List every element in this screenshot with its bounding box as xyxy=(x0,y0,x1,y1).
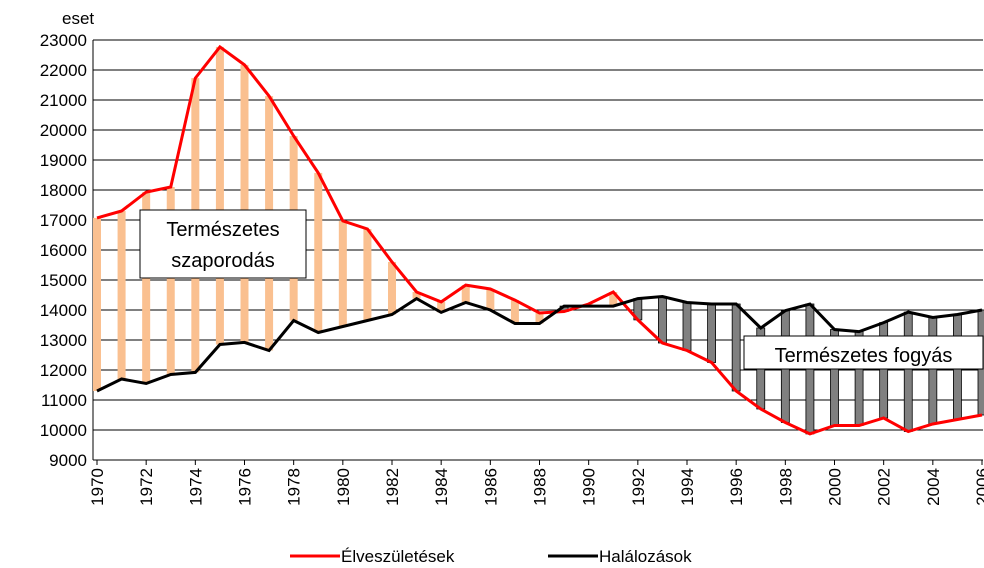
difference-bar xyxy=(731,303,741,392)
x-tick-label: 1994 xyxy=(678,468,697,506)
difference-bar xyxy=(903,311,913,432)
annotation-text: Természetes xyxy=(166,219,279,241)
y-tick-label: 22000 xyxy=(40,61,87,80)
x-tick-label: 2004 xyxy=(924,468,943,506)
difference-bar xyxy=(461,285,470,303)
x-tick-label: 1996 xyxy=(727,468,746,506)
legend-label: Halálozások xyxy=(599,547,692,566)
difference-bar xyxy=(93,217,101,391)
x-tick-label: 2006 xyxy=(973,468,984,506)
x-tick-label: 1992 xyxy=(629,468,648,506)
y-tick-label: 18000 xyxy=(40,181,87,200)
x-tick-label: 1986 xyxy=(481,468,500,506)
difference-bar xyxy=(658,296,667,344)
x-tick-label: 1970 xyxy=(88,468,107,506)
x-tick-label: 1974 xyxy=(186,468,205,506)
x-tick-label: 2002 xyxy=(875,468,894,506)
y-tick-label: 17000 xyxy=(40,211,87,230)
difference-bar xyxy=(510,300,519,324)
x-tick-label: 1978 xyxy=(285,468,304,506)
y-tick-label: 23000 xyxy=(40,31,87,50)
x-tick-label: 1998 xyxy=(776,468,795,506)
annotation-box xyxy=(139,209,307,279)
difference-bar xyxy=(338,220,347,327)
x-tick-label: 1984 xyxy=(432,468,451,506)
difference-bar xyxy=(166,187,175,375)
x-tick-label: 1988 xyxy=(531,468,550,506)
series-line xyxy=(96,44,983,436)
legend-label: Élveszületések xyxy=(341,547,455,566)
difference-bar xyxy=(142,192,151,384)
difference-bar xyxy=(117,211,126,379)
y-tick-label: 19000 xyxy=(40,151,87,170)
y-tick-label: 14000 xyxy=(40,301,87,320)
annotation-text: szaporodás xyxy=(171,250,274,272)
y-tick-label: 9000 xyxy=(49,451,87,470)
difference-bar xyxy=(682,302,692,351)
y-tick-label: 15000 xyxy=(40,271,87,290)
difference-bar xyxy=(314,172,323,333)
difference-bar xyxy=(215,46,224,345)
y-tick-label: 10000 xyxy=(40,421,87,440)
series-line xyxy=(96,294,983,393)
difference-bar xyxy=(535,313,544,324)
x-tick-label: 1972 xyxy=(137,468,156,506)
difference-bar xyxy=(363,229,372,321)
difference-bar xyxy=(388,262,396,315)
x-tick-label: 1982 xyxy=(383,468,402,506)
difference-bar xyxy=(240,64,249,343)
annotation-text: Természetes fogyás xyxy=(775,345,953,367)
y-tick-label: 13000 xyxy=(40,331,87,350)
difference-bar xyxy=(707,303,716,363)
y-tick-label: 12000 xyxy=(40,361,87,380)
difference-bar xyxy=(486,289,495,310)
x-tick-label: 2000 xyxy=(826,468,845,506)
y-axis-label: eset xyxy=(62,9,94,28)
difference-bar xyxy=(412,292,421,299)
y-tick-label: 11000 xyxy=(41,391,87,410)
difference-bar xyxy=(928,317,938,425)
x-tick-label: 1980 xyxy=(334,468,353,506)
x-tick-label: 1990 xyxy=(580,468,599,506)
y-tick-label: 20000 xyxy=(40,121,87,140)
annotation-box xyxy=(743,335,984,370)
difference-bar xyxy=(609,292,618,307)
y-tick-label: 16000 xyxy=(40,241,87,260)
difference-bar xyxy=(437,301,446,313)
y-tick-label: 21000 xyxy=(40,91,87,110)
x-tick-label: 1976 xyxy=(236,468,255,506)
